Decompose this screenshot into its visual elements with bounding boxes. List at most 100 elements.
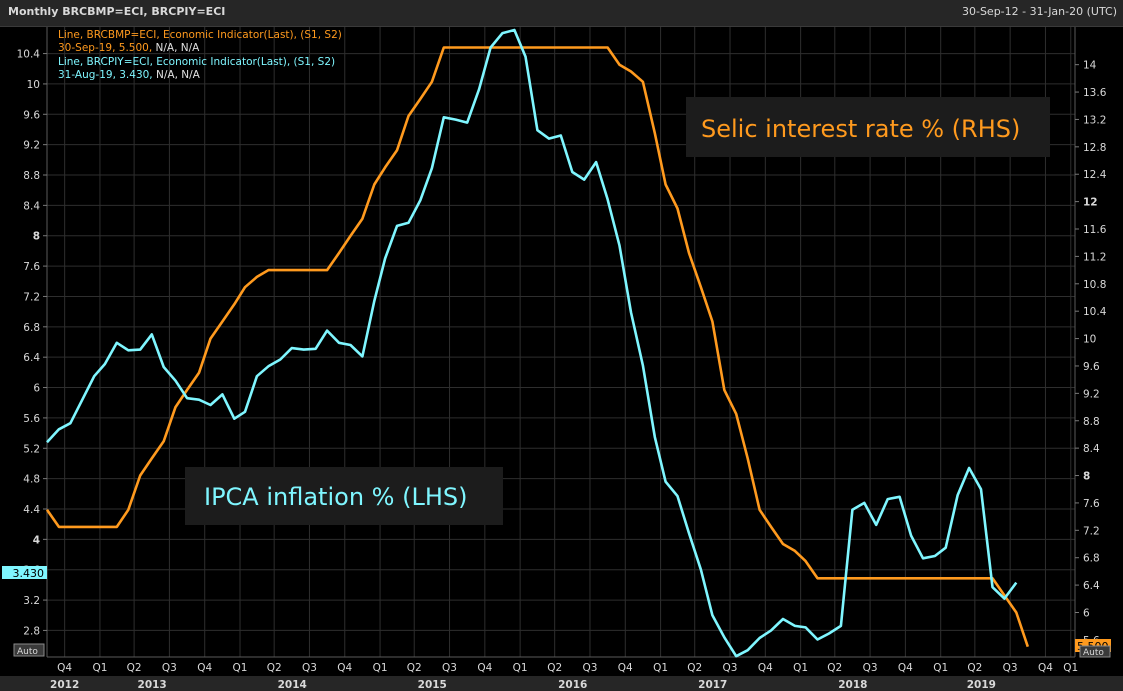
selic-annotation-text: Selic interest rate % (RHS) (701, 115, 1020, 143)
left-tick-label: 5.2 (23, 443, 40, 455)
right-tick-label: 10 (1083, 334, 1096, 346)
x-year-label: 2019 (967, 679, 996, 691)
x-quarter-label: Q4 (1038, 662, 1053, 674)
right-tick-label: 6.8 (1083, 553, 1100, 565)
left-tick-label: 3.2 (23, 595, 40, 607)
left-tick-label: 9.2 (23, 140, 40, 152)
x-quarter-label: Q2 (687, 662, 702, 674)
series-line-brcpiy-eci[interactable] (46, 28, 1018, 658)
right-tick-label: 9.2 (1083, 388, 1100, 400)
x-quarter-label: Q2 (407, 662, 422, 674)
year-band (0, 676, 1123, 691)
left-tick-label: 7.2 (23, 291, 40, 303)
x-quarter-label: Q3 (162, 662, 177, 674)
right-tick-label: 10.4 (1083, 306, 1107, 318)
right-tick-label: 7.6 (1083, 498, 1100, 510)
x-axis-ticks: Q4 Q1 Q2 Q3 Q4 Q1 Q2 Q3 Q4 Q1 Q2 Q3 Q4 Q1 Q2 Q3 Q4 Q1 Q2 Q3… (0, 662, 1123, 691)
legend-ipca-line1: Line, BRCPIY=ECI, Economic Indicator(Las… (58, 56, 335, 68)
selic-annotation: Selic interest rate % (RHS) (686, 97, 1050, 157)
left-tick-label: 8 (33, 231, 40, 243)
x-quarter-label: Q4 (758, 662, 773, 674)
left-auto-label: Auto (17, 647, 38, 657)
x-quarter-label: Q1 (233, 662, 248, 674)
left-tick-label: 8.8 (23, 170, 40, 182)
left-value-badge: 3.430 (2, 566, 47, 580)
left-tick-label: 6.8 (23, 322, 40, 334)
x-year-label: 2014 (278, 679, 307, 691)
right-tick-label: 6 (1083, 607, 1090, 619)
x-quarter-label: Q1 (513, 662, 528, 674)
x-quarter-label: Q3 (1003, 662, 1018, 674)
right-tick-label: 8 (1083, 471, 1090, 483)
right-tick-label: 13.6 (1083, 87, 1107, 99)
right-tick-label: 12 (1083, 197, 1098, 209)
right-tick-label: 12.8 (1083, 142, 1106, 154)
right-auto-button[interactable]: Auto (1079, 645, 1111, 658)
left-tick-label: 9.6 (23, 109, 40, 121)
right-auto-label: Auto (1083, 648, 1104, 658)
x-year-label: 2018 (838, 679, 867, 691)
left-tick-label: 10 (27, 79, 40, 91)
series-lines (45, 28, 1030, 658)
left-tick-label: 4 (33, 534, 40, 546)
x-quarter-label: Q4 (57, 662, 72, 674)
right-tick-label: 8.4 (1083, 443, 1100, 455)
x-quarter-label: Q3 (582, 662, 597, 674)
x-quarter-label: Q1 (793, 662, 808, 674)
x-quarter-label: Q2 (267, 662, 282, 674)
x-quarter-label: Q2 (967, 662, 982, 674)
x-quarter-label: Q4 (477, 662, 492, 674)
right-tick-label: 8.8 (1083, 416, 1100, 428)
right-axis-ticks: 5.666.46.87.27.688.48.89.29.61010.410.81… (1075, 60, 1107, 647)
ipca-annotation: IPCA inflation % (LHS) (185, 467, 503, 525)
x-quarter-label: Q1 (92, 662, 107, 674)
right-tick-label: 11.2 (1083, 251, 1106, 263)
x-year-label: 2013 (138, 679, 167, 691)
legend-selic-rest: N/A, N/A (152, 42, 200, 54)
x-quarter-label: Q3 (442, 662, 457, 674)
chart-title: Monthly BRCBMP=ECI, BRCPIY=ECI (8, 5, 226, 18)
line-chart[interactable]: Selic interest rate % (RHS) IPCA inflati… (0, 27, 1123, 691)
x-quarter-label: Q4 (618, 662, 633, 674)
grid-lines (47, 27, 1075, 657)
right-tick-label: 6.4 (1083, 580, 1100, 592)
legend-selic-line1: Line, BRCBMP=ECI, Economic Indicator(Las… (58, 29, 342, 41)
plot-frame (46, 27, 1076, 658)
series-line-brcbmp-eci[interactable] (45, 46, 1030, 648)
x-quarter-label: Q4 (337, 662, 352, 674)
x-quarter-label: Q4 (197, 662, 212, 674)
left-tick-label: 4.8 (23, 474, 40, 486)
right-tick-label: 9.6 (1083, 361, 1100, 373)
x-quarter-label: Q1 (1063, 662, 1078, 674)
x-quarter-label: Q2 (827, 662, 842, 674)
ipca-annotation-text: IPCA inflation % (LHS) (204, 483, 467, 511)
left-tick-label: 5.6 (23, 413, 40, 425)
legend-ipca-line2: 31-Aug-19, 3.430, N/A, N/A (58, 69, 201, 81)
x-year-label: 2015 (418, 679, 447, 691)
left-tick-label: 6.4 (23, 352, 40, 364)
x-quarter-label: Q2 (547, 662, 562, 674)
x-year-label: 2012 (50, 679, 79, 691)
left-tick-label: 7.6 (23, 261, 40, 273)
x-quarter-label: Q3 (302, 662, 317, 674)
right-tick-label: 7.2 (1083, 525, 1100, 537)
x-year-label: 2017 (698, 679, 727, 691)
x-year-label: 2016 (558, 679, 587, 691)
x-quarter-label: Q3 (863, 662, 878, 674)
left-tick-label: 2.8 (23, 625, 40, 637)
x-quarter-label: Q2 (127, 662, 142, 674)
right-tick-label: 10.8 (1083, 279, 1106, 291)
title-bar: Monthly BRCBMP=ECI, BRCPIY=ECI 30-Sep-12… (0, 0, 1123, 27)
x-quarter-label: Q1 (373, 662, 388, 674)
x-quarter-label: Q3 (723, 662, 738, 674)
left-auto-button[interactable]: Auto (13, 643, 45, 657)
x-quarter-label: Q1 (653, 662, 668, 674)
right-tick-label: 13.2 (1083, 114, 1106, 126)
left-tick-label: 6 (33, 383, 40, 395)
right-tick-label: 14 (1083, 60, 1097, 72)
legend-selic-value: 30-Sep-19, 5.500, (58, 42, 152, 54)
x-quarter-label: Q1 (933, 662, 948, 674)
left-value-badge-text: 3.430 (13, 567, 45, 580)
right-tick-label: 11.6 (1083, 224, 1107, 236)
